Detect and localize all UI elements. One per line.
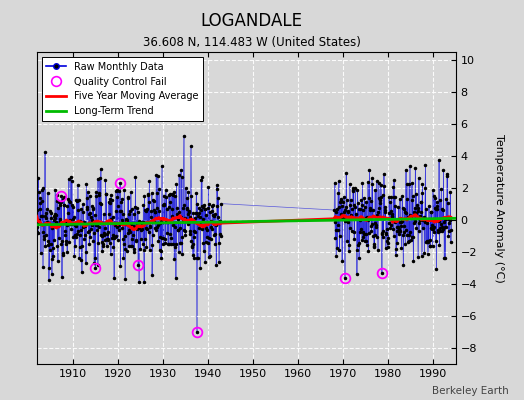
Text: 36.608 N, 114.483 W (United States): 36.608 N, 114.483 W (United States)	[143, 36, 361, 49]
Text: LOGANDALE: LOGANDALE	[201, 12, 302, 30]
Text: Berkeley Earth: Berkeley Earth	[432, 386, 508, 396]
Legend: Raw Monthly Data, Quality Control Fail, Five Year Moving Average, Long-Term Tren: Raw Monthly Data, Quality Control Fail, …	[41, 57, 203, 121]
Y-axis label: Temperature Anomaly (°C): Temperature Anomaly (°C)	[494, 134, 504, 282]
